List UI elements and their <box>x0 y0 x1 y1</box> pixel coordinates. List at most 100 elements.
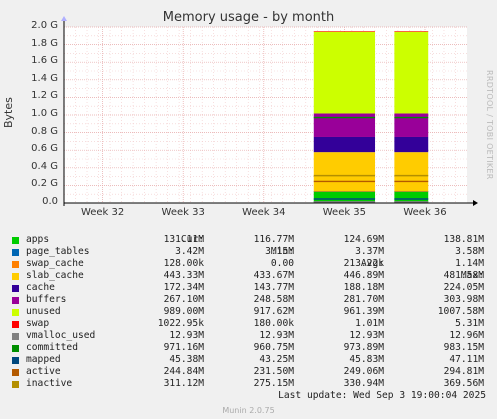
legend-name: apps <box>26 234 50 245</box>
legend-min: 0.00 <box>270 258 294 269</box>
x-tick-label: Week 32 <box>80 207 125 218</box>
legend-avg: 124.69M <box>343 234 384 245</box>
legend-avg: 45.83M <box>349 354 384 365</box>
legend-name: inactive <box>26 378 73 389</box>
legend-cur: 244.84M <box>163 366 204 377</box>
legend-max: 12.96M <box>449 330 484 341</box>
legend-avg: 446.89M <box>343 270 384 281</box>
legend-cur: 267.10M <box>163 294 204 305</box>
legend-swatch <box>12 273 19 280</box>
legend-header-max: Max: <box>460 270 484 281</box>
y-tick-label: 1.8 G <box>31 37 58 49</box>
legend-swatch <box>12 333 19 340</box>
legend-name: mapped <box>26 354 61 365</box>
legend-avg: 281.70M <box>343 294 384 305</box>
y-tick-label: 1.4 G <box>31 72 58 84</box>
legend-name: swap <box>26 318 50 329</box>
x-axis-arrow <box>473 200 478 206</box>
legend-swatch <box>12 237 19 244</box>
legend-name: slab_cache <box>26 270 84 281</box>
legend-cur: 443.33M <box>163 270 204 281</box>
legend-max: 5.31M <box>455 318 484 329</box>
legend-max: 224.05M <box>443 282 484 293</box>
area-apps <box>394 191 429 203</box>
y-tick-label: 1.2 G <box>31 90 58 102</box>
legend-row-inactive: inactive 311.12M 275.15M 330.94M 369.56M <box>12 378 490 390</box>
legend-swatch <box>12 381 19 388</box>
legend-table: Cur: Min: Avg: Max: apps 131.11M 116.77M 12… <box>12 222 490 390</box>
legend-swatch <box>12 321 19 328</box>
legend-min: 917.62M <box>253 306 294 317</box>
legend-cur: 128.00k <box>163 258 204 269</box>
y-tick-label: 1.6 G <box>31 55 58 67</box>
legend-row-committed: committed 971.16M 960.75M 973.89M 983.15M <box>12 342 490 354</box>
munin-version: Munin 2.0.75 <box>222 406 275 415</box>
legend-max: 47.11M <box>449 354 484 365</box>
legend-header-cur: Cur: <box>180 234 204 245</box>
legend-cur: 45.38M <box>169 354 204 365</box>
legend-name: vmalloc_used <box>26 330 96 341</box>
legend-cur: 172.34M <box>163 282 204 293</box>
area-swap-cache <box>394 191 429 192</box>
legend-row-swap: swap 1022.95k 180.00k 1.01M 5.31M <box>12 318 490 330</box>
legend-row-vmalloc-used: vmalloc_used 12.93M 12.93M 12.93M 12.96M <box>12 330 490 342</box>
area-buffers <box>313 113 376 137</box>
legend-row-cache: cache 172.34M 143.77M 188.18M 224.05M <box>12 282 490 294</box>
legend-row-buffers: buffers 267.10M 248.58M 281.70M 303.98M <box>12 294 490 306</box>
legend-avg: 3.37M <box>355 246 384 257</box>
legend-min: 180.00k <box>253 318 294 329</box>
legend-avg: 330.94M <box>343 378 384 389</box>
legend-min: 12.93M <box>259 330 294 341</box>
legend-max: 303.98M <box>443 294 484 305</box>
legend-cur: 971.16M <box>163 342 204 353</box>
legend-max: 369.56M <box>443 378 484 389</box>
legend-min: 248.58M <box>253 294 294 305</box>
legend-max: 294.81M <box>443 366 484 377</box>
legend-name: active <box>26 366 61 377</box>
legend-max: 481.58M <box>443 270 484 281</box>
legend-max: 983.15M <box>443 342 484 353</box>
legend-min: 116.77M <box>253 234 294 245</box>
area-cache <box>313 136 376 153</box>
legend-swatch <box>12 357 19 364</box>
legend-swatch <box>12 249 19 256</box>
legend-row-swap-cache: swap_cache 128.00k 0.00 213.22k 1.14M <box>12 258 490 270</box>
legend-min: 3.15M <box>265 246 294 257</box>
x-tick-label: Week 36 <box>403 207 447 218</box>
legend-max: 1007.58M <box>437 306 484 317</box>
x-tick-label: Week 34 <box>242 207 286 218</box>
area-swap-cache <box>313 191 376 192</box>
legend-min: 43.25M <box>259 354 294 365</box>
legend-row-page-tables: page_tables 3.42M 3.15M 3.37M 3.58M <box>12 246 490 258</box>
area-buffers <box>394 113 429 137</box>
y-tick-label: 2.0 G <box>31 20 58 31</box>
legend-row-unused: unused 989.00M 917.62M 961.39M 1007.58M <box>12 306 490 318</box>
area-slab-cache <box>394 152 429 192</box>
legend-min: 960.75M <box>253 342 294 353</box>
legend-row-active: active 244.84M 231.50M 249.06M 294.81M <box>12 366 490 378</box>
area-swap <box>394 31 429 32</box>
legend-row-apps: apps 131.11M 116.77M 124.69M 138.81M <box>12 234 490 246</box>
legend-header-avg: Avg: <box>360 258 384 269</box>
legend-name: swap_cache <box>26 258 84 269</box>
legend-max: 3.58M <box>455 246 484 257</box>
legend-min: 275.15M <box>253 378 294 389</box>
legend-swatch <box>12 369 19 376</box>
legend-min: 231.50M <box>253 366 294 377</box>
y-tick-label: 0.2 G <box>31 178 58 190</box>
x-tick-label: Week 35 <box>322 207 367 218</box>
legend-min: 433.67M <box>253 270 294 281</box>
y-tick-label: 0.6 G <box>31 143 58 155</box>
legend-swatch <box>12 285 19 292</box>
legend-avg: 249.06M <box>343 366 384 377</box>
legend-avg: 1.01M <box>355 318 384 329</box>
legend-max: 1.14M <box>455 258 484 269</box>
area-unused <box>394 31 429 114</box>
legend-cur: 311.12M <box>163 378 204 389</box>
legend-avg: 961.39M <box>343 306 384 317</box>
y-tick-label: 0.0 <box>42 196 58 207</box>
legend-cur: 12.93M <box>169 330 204 341</box>
area-apps <box>313 191 376 203</box>
rrdtool-credit: RRDTOOL / TOBI OETIKER <box>485 70 494 180</box>
